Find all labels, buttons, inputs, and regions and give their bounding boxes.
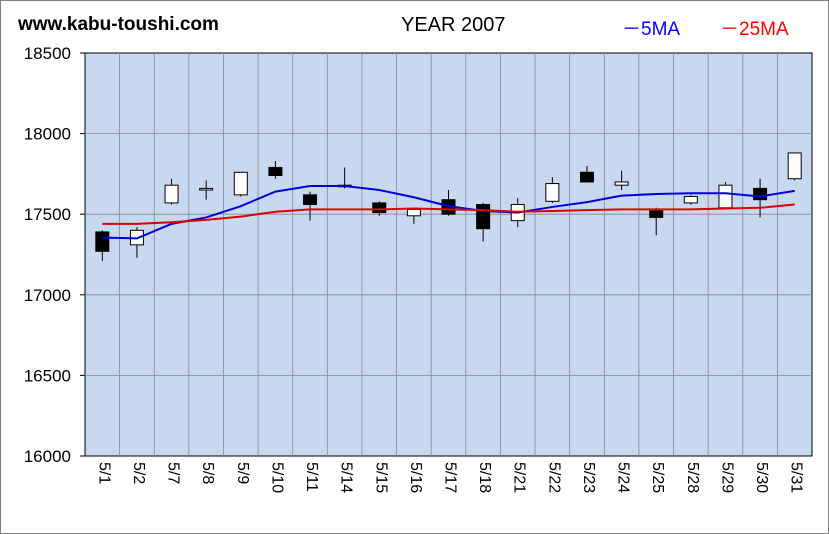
candle-body	[268, 166, 283, 177]
candle-body	[303, 194, 318, 206]
candle-body	[233, 171, 248, 196]
x-tick-label: 5/11	[303, 462, 320, 492]
x-tick-label: 5/7	[165, 462, 182, 484]
candle-body	[683, 195, 698, 204]
y-tick-label: 17000	[24, 286, 71, 305]
x-tick-label: 5/22	[545, 462, 562, 493]
x-tick-label: 5/14	[338, 462, 355, 493]
x-tick-label: 5/10	[268, 462, 285, 493]
y-tick-label: 16000	[24, 447, 71, 466]
site-name: www.kabu-toushi.com	[18, 14, 219, 35]
candle-body	[579, 171, 594, 183]
x-tick-label: 5/18	[476, 462, 493, 493]
x-tick-label: 5/28	[684, 462, 701, 493]
candle-body	[476, 204, 491, 230]
y-tick-label: 16500	[24, 366, 71, 385]
plot-area	[84, 52, 813, 457]
candle-body	[753, 187, 768, 201]
candle-body	[95, 231, 110, 252]
x-tick-label: 5/17	[442, 462, 459, 493]
y-tick-label: 17500	[24, 205, 71, 224]
candle-body	[718, 184, 733, 209]
legend-5ma: －5MA	[622, 19, 681, 40]
x-tick-label: 5/23	[580, 462, 597, 493]
x-tick-label: 5/25	[649, 462, 666, 493]
chart-title: YEAR 2007	[401, 14, 506, 36]
candle-body	[614, 181, 629, 186]
x-tick-label: 5/16	[407, 462, 424, 493]
x-tick-label: 5/30	[753, 462, 770, 493]
ma5-line	[102, 184, 795, 240]
y-tick-label: 18000	[24, 125, 71, 144]
x-tick-label: 5/29	[718, 462, 735, 493]
legend-25ma: －25MA	[720, 19, 789, 40]
x-tick-label: 5/2	[130, 462, 147, 484]
x-tick-label: 5/15	[372, 462, 389, 493]
x-tick-label: 5/31	[788, 462, 805, 493]
x-tick-label: 5/9	[234, 462, 251, 484]
x-tick-label: 5/8	[199, 462, 216, 484]
candle-body	[372, 202, 387, 214]
candle-body	[164, 184, 179, 204]
candle-body	[545, 183, 560, 202]
ma25-line	[102, 203, 795, 225]
x-tick-label: 5/21	[511, 462, 528, 493]
candle-body	[199, 187, 214, 191]
y-tick-label: 18500	[24, 44, 71, 63]
candle-body	[406, 208, 421, 217]
x-tick-label: 5/1	[95, 462, 112, 484]
x-tick-label: 5/24	[615, 462, 632, 493]
candle-body	[649, 210, 664, 218]
candle-body	[787, 152, 802, 180]
